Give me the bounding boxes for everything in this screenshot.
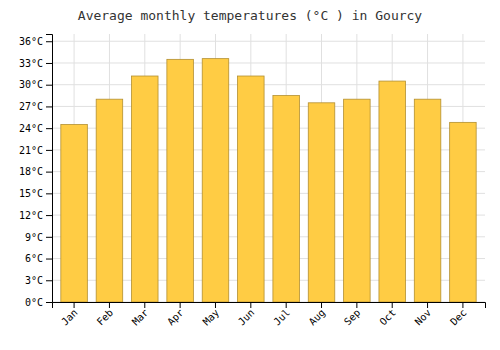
tick-mark <box>109 302 110 308</box>
tick-mark <box>392 302 393 308</box>
x-tick: Sep <box>342 302 363 328</box>
tick-label: 30°C <box>19 79 43 90</box>
plot: 0°C 3°C 6°C 9°C 12°C 15°C 18°C 21°C 24°C 27°C 30°C… <box>19 34 486 328</box>
tick-mark <box>46 193 52 194</box>
x-tick: Nov <box>413 302 434 328</box>
tick-label: Mar <box>130 307 151 328</box>
x-axis: Jan Feb Mar Apr May Jun Jul Aug Sep Oct Nov Dec <box>53 302 486 328</box>
bar <box>344 99 371 302</box>
x-tick: Apr <box>165 302 186 328</box>
tick-label: 24°C <box>19 123 43 134</box>
y-tick: 18°C <box>19 166 52 177</box>
y-tick: 21°C <box>19 145 52 156</box>
tick-label: Jul <box>271 307 292 328</box>
tick-label: Feb <box>95 307 116 328</box>
grid-line <box>52 62 485 63</box>
y-tick: 33°C <box>19 58 52 69</box>
tick-label: 36°C <box>19 36 43 47</box>
bar <box>238 76 265 302</box>
bar <box>202 59 229 302</box>
tick-label: 0°C <box>25 297 43 308</box>
x-tick: May <box>201 302 222 328</box>
bars <box>61 59 476 302</box>
bar <box>132 76 159 302</box>
chart: 0°C 3°C 6°C 9°C 12°C 15°C 18°C 21°C 24°C 27°C 30°C… <box>0 0 500 350</box>
tick-label: Jun <box>236 307 257 328</box>
tick-mark <box>427 302 428 308</box>
tick-mark <box>321 302 322 308</box>
tick-mark <box>250 302 251 308</box>
tick-mark <box>46 215 52 216</box>
tick-label: Oct <box>377 307 398 328</box>
y-tick: 30°C <box>19 79 52 90</box>
tick-mark <box>180 302 181 308</box>
tick-label: Sep <box>342 307 363 328</box>
x-tick: Jan <box>59 302 80 328</box>
tick-mark <box>46 106 52 107</box>
tick-label: Jan <box>59 307 80 328</box>
tick-label: Apr <box>165 307 186 328</box>
x-tick: Jul <box>271 302 292 328</box>
bar <box>61 125 88 302</box>
tick-label: 27°C <box>19 101 43 112</box>
bar <box>167 59 194 302</box>
bar <box>273 96 300 302</box>
x-tick: Jun <box>236 302 257 328</box>
tick-mark <box>144 302 145 308</box>
tick-label: May <box>201 307 222 328</box>
y-axis: 0°C 3°C 6°C 9°C 12°C 15°C 18°C 21°C 24°C 27°C 30°C… <box>19 35 53 308</box>
tick-mark <box>46 150 52 151</box>
tick-mark <box>46 302 52 303</box>
y-tick: 12°C <box>19 210 52 221</box>
x-tick: Feb <box>95 302 116 328</box>
tick-mark <box>46 237 52 238</box>
tick-label: 3°C <box>25 275 43 286</box>
tick-mark <box>215 302 216 308</box>
tick-label: 6°C <box>25 253 43 264</box>
tick-label: 9°C <box>25 232 43 243</box>
tick-mark <box>74 302 75 308</box>
tick-label: Aug <box>307 307 328 328</box>
grid-line <box>52 84 485 85</box>
bar <box>96 99 123 302</box>
tick-mark <box>46 128 52 129</box>
bar <box>450 122 477 302</box>
tick-label: Nov <box>413 307 434 328</box>
bar <box>308 103 335 302</box>
x-tick: Mar <box>130 302 151 328</box>
y-tick: 9°C <box>25 232 52 243</box>
tick-mark <box>46 259 52 260</box>
y-tick: 36°C <box>19 36 52 47</box>
tick-mark <box>356 302 357 308</box>
tick-mark <box>46 41 52 42</box>
tick-mark <box>286 302 287 308</box>
x-tick: Dec <box>448 302 469 328</box>
y-tick: 3°C <box>25 275 52 286</box>
tick-label: 21°C <box>19 145 43 156</box>
grid-line <box>52 41 485 42</box>
tick-label: 33°C <box>19 58 43 69</box>
y-tick: 0°C <box>25 297 52 308</box>
y-tick: 6°C <box>25 253 52 264</box>
x-tick: Aug <box>307 302 328 328</box>
tick-mark <box>46 63 52 64</box>
y-tick: 15°C <box>19 188 52 199</box>
y-tick: 27°C <box>19 101 52 112</box>
x-tick: Oct <box>377 302 398 328</box>
bar <box>414 99 441 302</box>
title: Average monthly temperatures (°C ) in Go… <box>78 8 423 23</box>
axis-line <box>46 35 53 303</box>
grid <box>52 34 485 302</box>
tick-label: 12°C <box>19 210 43 221</box>
bar <box>379 81 406 302</box>
tick-mark <box>46 85 52 86</box>
y-tick: 24°C <box>19 123 52 134</box>
tick-label: 18°C <box>19 166 43 177</box>
tick-mark <box>46 172 52 173</box>
tick-mark <box>462 302 463 308</box>
tick-mark <box>46 280 52 281</box>
axis-line <box>53 303 486 309</box>
tick-label: Dec <box>448 307 469 328</box>
tick-label: 15°C <box>19 188 43 199</box>
